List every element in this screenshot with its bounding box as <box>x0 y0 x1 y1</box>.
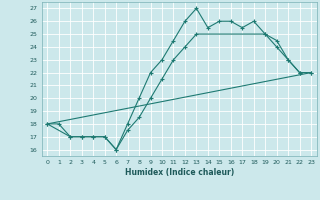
X-axis label: Humidex (Indice chaleur): Humidex (Indice chaleur) <box>124 168 234 177</box>
